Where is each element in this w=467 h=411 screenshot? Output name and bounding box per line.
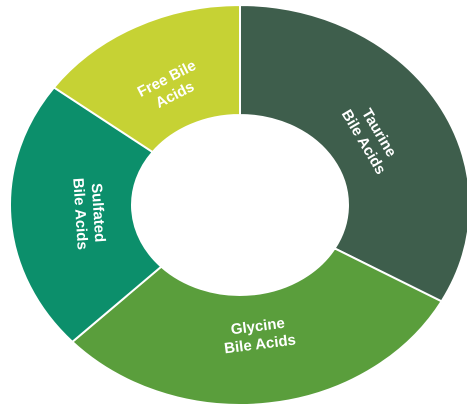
slice-label-line: Sulfated [88, 183, 109, 243]
slice-label-line: Bile Acids [69, 177, 90, 250]
slice-label-line: Glycine [230, 315, 286, 339]
donut-slices [9, 3, 467, 406]
slice-taurine-bile-acids [239, 3, 467, 303]
slice-sulfated-bile-acids [9, 86, 163, 344]
slice-glycine-bile-acids [70, 247, 443, 406]
slice-free-bile-acids [52, 3, 241, 154]
